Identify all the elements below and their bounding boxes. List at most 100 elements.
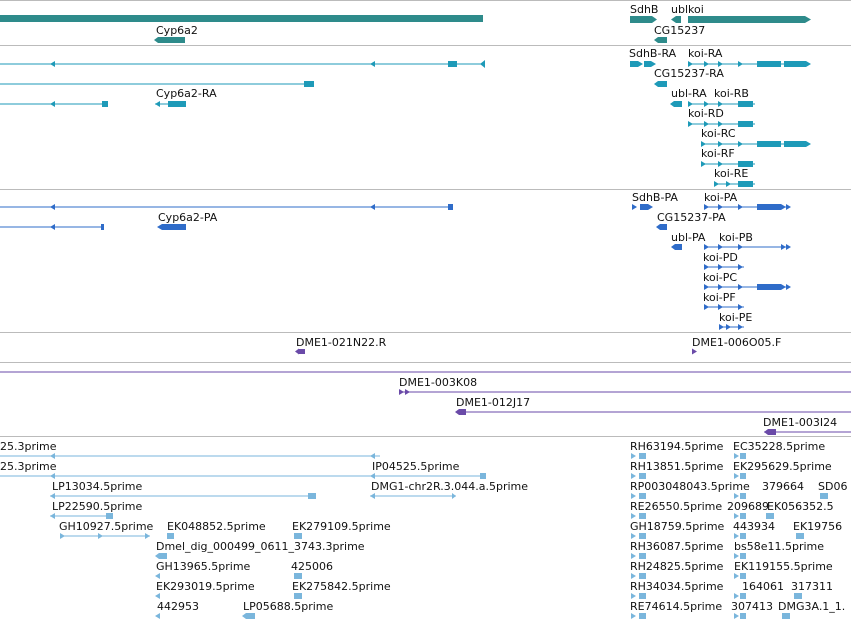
transcript-label[interactable]: koi-RA <box>688 47 723 60</box>
est-feature[interactable] <box>734 553 746 559</box>
clone-label[interactable]: DME1-012J17 <box>456 396 530 409</box>
transcript-label[interactable]: koi-RF <box>701 147 735 160</box>
protein-feature[interactable] <box>0 224 104 230</box>
est-label[interactable]: Dmel_dig_000499_0611_3743.3prime <box>156 540 365 553</box>
est-label[interactable]: EK19756 <box>793 520 842 533</box>
transcript-feature[interactable] <box>688 121 755 127</box>
est-label[interactable]: GH13965.5prime <box>156 560 251 573</box>
est-feature[interactable] <box>294 573 302 579</box>
transcript-feature[interactable] <box>688 61 811 67</box>
protein-feature[interactable] <box>704 244 791 250</box>
protein-label[interactable]: koi-PC <box>703 271 737 284</box>
est-feature[interactable] <box>370 493 456 499</box>
est-feature[interactable] <box>631 613 646 619</box>
transcript-feature[interactable] <box>630 61 656 67</box>
clone-feature[interactable] <box>692 348 697 355</box>
gene-feature[interactable] <box>671 16 681 23</box>
est-feature[interactable] <box>155 553 167 559</box>
est-feature[interactable] <box>60 533 150 539</box>
est-feature[interactable] <box>631 593 646 599</box>
gene-feature[interactable] <box>154 37 185 43</box>
est-label[interactable]: EC35228.5prime <box>733 440 825 453</box>
est-feature[interactable] <box>734 613 746 619</box>
transcript-feature[interactable] <box>688 101 755 107</box>
transcript-label[interactable]: koi-RB <box>714 87 749 100</box>
protein-feature[interactable] <box>704 284 791 290</box>
est-label[interactable]: 425006 <box>291 560 333 573</box>
est-label[interactable]: LP05688.5prime <box>243 600 334 613</box>
clone-feature[interactable] <box>399 389 851 395</box>
est-feature[interactable] <box>766 513 774 519</box>
est-feature[interactable] <box>734 513 746 519</box>
est-label[interactable]: 209689 <box>727 500 769 513</box>
est-label[interactable]: 442953 <box>157 600 199 613</box>
est-label[interactable]: EK279109.5prime <box>292 520 391 533</box>
est-label[interactable]: bs58e11.5prime <box>734 540 824 553</box>
protein-label[interactable]: CG15237-PA <box>657 211 726 224</box>
est-label[interactable]: LP22590.5prime <box>52 500 143 513</box>
est-label[interactable]: 25.3prime <box>0 460 57 473</box>
est-label[interactable]: RH24825.5prime <box>630 560 724 573</box>
protein-feature[interactable] <box>704 304 744 310</box>
est-label[interactable]: EK295629.5prime <box>733 460 832 473</box>
gene-label[interactable]: koi <box>688 3 704 16</box>
gene-feature[interactable] <box>654 37 667 43</box>
est-feature[interactable] <box>734 453 746 459</box>
transcript-label[interactable]: koi-RC <box>701 127 736 140</box>
est-label[interactable]: 443934 <box>733 520 775 533</box>
transcript-feature[interactable] <box>0 101 108 107</box>
transcript-label[interactable]: koi-RE <box>714 167 748 180</box>
transcript-feature[interactable] <box>714 181 755 187</box>
protein-feature[interactable] <box>671 244 682 250</box>
gene-feature[interactable] <box>0 15 483 22</box>
clone-feature[interactable] <box>764 429 851 435</box>
clone-label[interactable]: DME1-021N22.R <box>296 336 387 349</box>
est-label[interactable]: 379664 <box>762 480 804 493</box>
est-label[interactable]: RH34034.5prime <box>630 580 724 593</box>
est-label[interactable]: 164061 <box>742 580 784 593</box>
transcript-label[interactable]: CG15237-RA <box>654 67 724 80</box>
est-feature[interactable] <box>734 593 746 599</box>
est-feature[interactable] <box>155 613 160 619</box>
est-feature[interactable] <box>734 533 746 539</box>
est-label[interactable]: 307413 <box>731 600 773 613</box>
est-label[interactable]: EK056352.5 <box>767 500 834 513</box>
gene-feature[interactable] <box>688 16 811 23</box>
est-feature[interactable] <box>631 553 646 559</box>
est-label[interactable]: EK119155.5prime <box>734 560 833 573</box>
protein-feature[interactable] <box>719 324 744 330</box>
protein-feature[interactable] <box>0 204 453 210</box>
transcript-feature[interactable] <box>0 81 314 87</box>
gene-feature[interactable] <box>630 16 657 23</box>
protein-label[interactable]: ubl-PA <box>671 231 706 244</box>
est-feature[interactable] <box>734 473 746 479</box>
protein-label[interactable]: SdhB-PA <box>632 191 678 204</box>
est-label[interactable]: RE26550.5prime <box>630 500 722 513</box>
clone-label[interactable]: DME1-003K08 <box>399 376 477 389</box>
est-feature[interactable] <box>734 493 746 499</box>
transcript-label[interactable]: koi-RD <box>688 107 724 120</box>
est-feature[interactable] <box>631 573 646 579</box>
est-feature[interactable] <box>631 533 646 539</box>
protein-label[interactable]: koi-PD <box>703 251 738 264</box>
est-feature[interactable] <box>0 473 486 479</box>
protein-feature[interactable] <box>704 204 791 210</box>
est-label[interactable]: GH18759.5prime <box>630 520 725 533</box>
est-label[interactable]: LP13034.5prime <box>52 480 143 493</box>
clone-feature[interactable] <box>455 409 851 415</box>
est-feature[interactable] <box>631 473 646 479</box>
est-feature[interactable] <box>820 493 828 499</box>
est-feature[interactable] <box>631 493 646 499</box>
est-feature[interactable] <box>50 513 113 519</box>
est-label[interactable]: RP003048043.5prime <box>630 480 750 493</box>
clone-label[interactable]: DME1-003I24 <box>763 416 837 429</box>
est-feature[interactable] <box>167 533 174 539</box>
est-label[interactable]: RH63194.5prime <box>630 440 724 453</box>
est-label[interactable]: SD06 <box>818 480 847 493</box>
transcript-feature[interactable] <box>654 81 667 87</box>
est-feature[interactable] <box>794 593 802 599</box>
protein-label[interactable]: koi-PB <box>719 231 753 244</box>
est-label[interactable]: DMG3A.1_1. <box>778 600 845 613</box>
transcript-feature[interactable] <box>670 101 682 107</box>
protein-feature[interactable] <box>632 204 653 210</box>
